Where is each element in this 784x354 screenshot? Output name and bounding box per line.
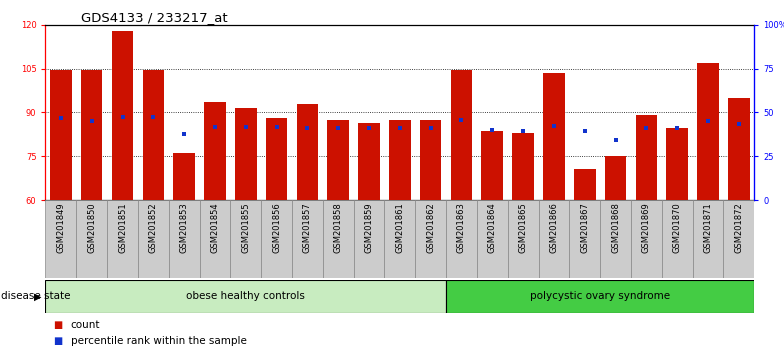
Bar [543,73,564,200]
Text: GSM201862: GSM201862 [426,202,435,253]
Text: GSM201867: GSM201867 [580,202,590,253]
Bar [631,200,662,278]
Bar [354,200,384,278]
Text: GSM201863: GSM201863 [457,202,466,253]
Bar [50,70,71,200]
Bar [446,200,477,278]
Bar [662,200,692,278]
Bar [384,200,416,278]
Text: GSM201849: GSM201849 [56,202,65,253]
Bar [323,200,354,278]
Text: GSM201861: GSM201861 [395,202,405,253]
Text: ■: ■ [53,336,63,346]
Text: count: count [71,320,100,330]
Text: GSM201851: GSM201851 [118,202,127,253]
Text: GSM201869: GSM201869 [642,202,651,253]
Bar [666,129,688,200]
Bar [112,31,133,200]
Text: GSM201866: GSM201866 [550,202,558,253]
Bar [416,200,446,278]
Bar [636,115,657,200]
Bar [451,70,472,200]
Bar [45,280,446,313]
Text: GSM201868: GSM201868 [611,202,620,253]
Text: ■: ■ [53,320,63,330]
Bar [261,200,292,278]
Bar [420,120,441,200]
Bar [138,200,169,278]
Text: GSM201850: GSM201850 [87,202,96,253]
Text: disease state: disease state [1,291,71,302]
Bar [446,280,754,313]
Bar [512,133,534,200]
Bar [728,98,750,200]
Bar [508,200,539,278]
Text: GSM201852: GSM201852 [149,202,158,253]
Bar [107,200,138,278]
Bar [76,200,107,278]
Text: GSM201871: GSM201871 [703,202,713,253]
Bar [266,118,288,200]
Text: GSM201855: GSM201855 [241,202,250,253]
Bar [328,120,349,200]
Text: polycystic ovary syndrome: polycystic ovary syndrome [530,291,670,302]
Text: GSM201870: GSM201870 [673,202,681,253]
Text: GDS4133 / 233217_at: GDS4133 / 233217_at [81,11,227,24]
Text: percentile rank within the sample: percentile rank within the sample [71,336,246,346]
Text: GSM201857: GSM201857 [303,202,312,253]
Text: GSM201859: GSM201859 [365,202,373,253]
Bar [204,102,226,200]
Bar [604,156,626,200]
Bar [81,70,103,200]
Text: GSM201872: GSM201872 [735,202,743,253]
Text: GSM201865: GSM201865 [518,202,528,253]
Bar [724,200,754,278]
Text: GSM201856: GSM201856 [272,202,281,253]
Text: GSM201864: GSM201864 [488,202,497,253]
Bar [539,200,569,278]
Bar [296,104,318,200]
Bar [389,120,411,200]
Bar [569,200,600,278]
Bar [173,153,195,200]
Bar [143,70,164,200]
Bar [481,131,503,200]
Bar [692,200,724,278]
Bar [477,200,508,278]
Bar [200,200,230,278]
Bar [697,63,719,200]
Text: GSM201853: GSM201853 [180,202,189,253]
Bar [230,200,261,278]
Bar [169,200,200,278]
Bar [292,200,323,278]
Bar [600,200,631,278]
Bar [45,200,76,278]
Text: GSM201858: GSM201858 [334,202,343,253]
Text: obese healthy controls: obese healthy controls [187,291,305,302]
Bar [574,169,596,200]
Bar [358,122,379,200]
Bar [235,108,256,200]
Text: ▶: ▶ [34,291,42,302]
Text: GSM201854: GSM201854 [210,202,220,253]
